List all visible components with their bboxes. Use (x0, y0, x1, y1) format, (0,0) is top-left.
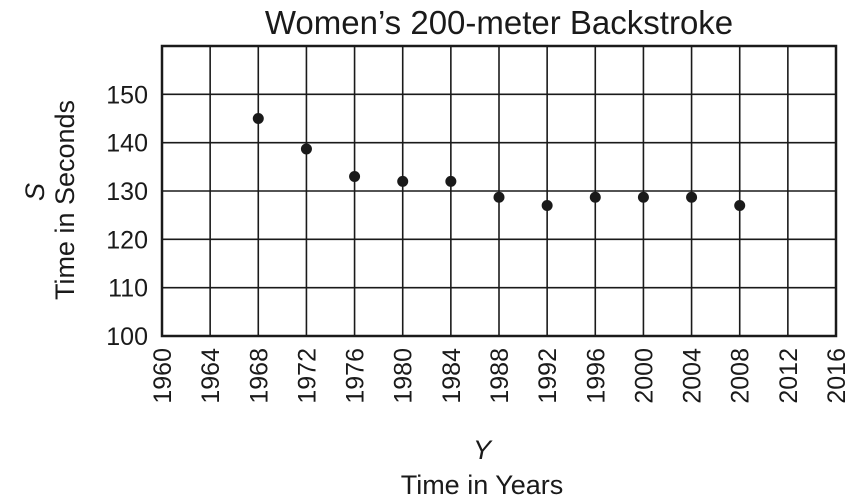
y-tick-labels: 100 110 120 130 140 150 (106, 81, 148, 351)
data-point (300, 143, 312, 155)
x-tick-label: 1976 (342, 348, 370, 404)
x-tick-label: 1996 (582, 348, 610, 404)
data-point (252, 113, 264, 124)
x-tick-label: 1984 (438, 348, 466, 404)
y-axis-label: Time in Seconds (50, 100, 80, 300)
x-axis-label: Time in Years (401, 470, 564, 500)
x-tick-labels: 1960 1964 1968 1972 1976 1980 1984 1988 1992 1996… (149, 348, 851, 404)
data-point (349, 171, 361, 182)
y-tick-label: 100 (106, 323, 148, 351)
y-tick-label: 110 (108, 275, 148, 303)
x-axis-variable: Y (473, 435, 493, 465)
data-point (541, 200, 553, 211)
plot-frame (160, 44, 838, 338)
x-tick-label: 1988 (486, 348, 514, 404)
data-point (397, 175, 409, 187)
x-tick-label: 1968 (245, 348, 273, 404)
x-tick-label: 2016 (823, 348, 851, 404)
data-point (589, 191, 601, 203)
x-tick-label: 2012 (775, 348, 803, 404)
x-tick-label: 1980 (390, 348, 418, 404)
y-tick-label: 150 (106, 81, 148, 109)
x-tick-label: 2004 (679, 348, 707, 404)
data-point (445, 175, 457, 187)
x-tick-label: 2000 (630, 348, 658, 404)
y-axis-variable: S (20, 183, 50, 201)
x-tick-label: 1992 (534, 348, 562, 404)
x-tick-label: 1960 (149, 348, 177, 404)
y-tick-label: 130 (106, 178, 148, 206)
grid-lines (161, 45, 837, 337)
chart-title: Women’s 200-meter Backstroke (265, 4, 733, 41)
data-point (734, 200, 746, 211)
y-tick-label: 140 (106, 130, 148, 158)
data-point (637, 191, 649, 203)
x-tick-label: 1964 (197, 348, 225, 404)
data-point (686, 191, 698, 203)
data-point (493, 191, 505, 203)
x-tick-label: 2008 (727, 348, 755, 404)
x-tick-label: 1972 (293, 348, 321, 404)
y-tick-label: 120 (106, 226, 148, 254)
data-points (252, 113, 746, 211)
